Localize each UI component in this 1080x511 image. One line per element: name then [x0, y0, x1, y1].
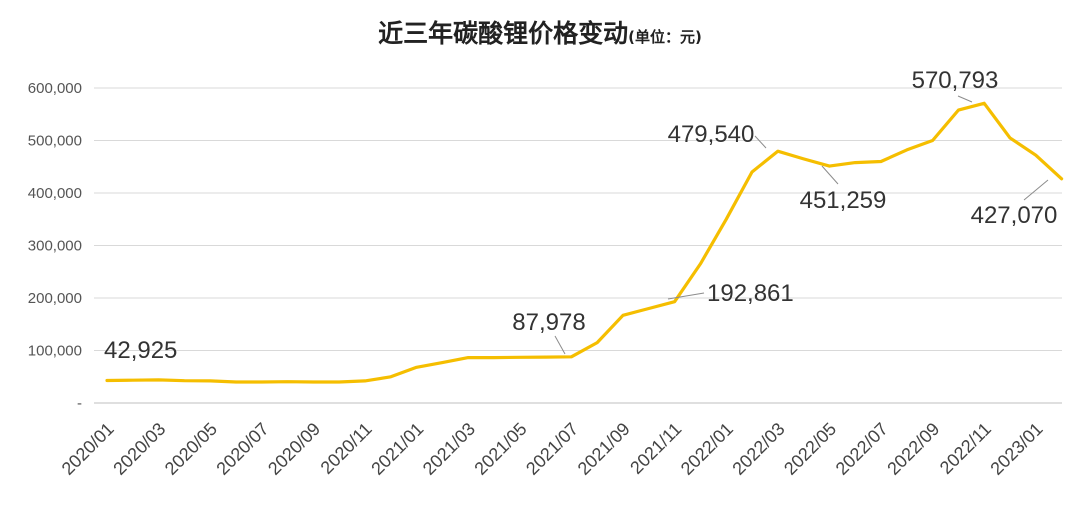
x-tick-label: 2022/05: [780, 419, 840, 479]
x-tick-label: 2021/07: [522, 419, 582, 479]
data-label: 479,540: [668, 121, 755, 148]
x-tick-label: 2020/03: [109, 419, 169, 479]
x-tick-label: 2023/01: [986, 419, 1046, 479]
x-tick-label: 2021/03: [419, 419, 479, 479]
price-line: [105, 101, 1064, 384]
x-tick-label: 2022/09: [883, 419, 943, 479]
x-tick-label: 2021/01: [367, 419, 427, 479]
leader-line: [667, 292, 705, 300]
y-tick-label: 600,000: [28, 80, 82, 97]
y-tick-label: 200,000: [28, 290, 82, 307]
leader-line: [1023, 179, 1049, 201]
leader-line: [957, 95, 973, 103]
x-tick-label: 2020/09: [264, 419, 324, 479]
data-label: 570,793: [912, 67, 999, 94]
x-tick-label: 2022/03: [728, 419, 788, 479]
chart-title-unit: (单位：元): [628, 28, 702, 46]
leader-line: [821, 165, 839, 185]
chart-title: 近三年碳酸锂价格变动(单位：元): [0, 14, 1080, 50]
data-label: 42,925: [104, 337, 177, 364]
data-label: 427,070: [971, 202, 1058, 229]
y-tick-label: 100,000: [28, 343, 82, 360]
y-tick-label: 300,000: [28, 238, 82, 255]
data-label: 451,259: [800, 187, 887, 214]
y-tick-label: -: [77, 395, 82, 412]
x-tick-label: 2020/01: [58, 419, 118, 479]
x-tick-label: 2020/07: [212, 419, 272, 479]
data-label: 87,978: [512, 309, 585, 336]
y-tick-label: 500,000: [28, 133, 82, 150]
leader-line: [754, 135, 767, 149]
x-tick-label: 2022/01: [677, 419, 737, 479]
y-tick-label: 400,000: [28, 185, 82, 202]
x-tick-label: 2021/05: [470, 419, 530, 479]
x-tick-label: 2021/11: [626, 419, 685, 478]
leader-line: [554, 335, 566, 355]
x-tick-label: 2020/05: [161, 419, 221, 479]
chart-title-main: 近三年碳酸锂价格变动: [378, 19, 629, 48]
data-label: 192,861: [707, 280, 794, 307]
x-tick-label: 2022/11: [936, 419, 995, 478]
x-tick-label: 2020/11: [317, 419, 376, 478]
x-tick-label: 2021/09: [574, 419, 634, 479]
x-tick-label: 2022/07: [832, 419, 892, 479]
